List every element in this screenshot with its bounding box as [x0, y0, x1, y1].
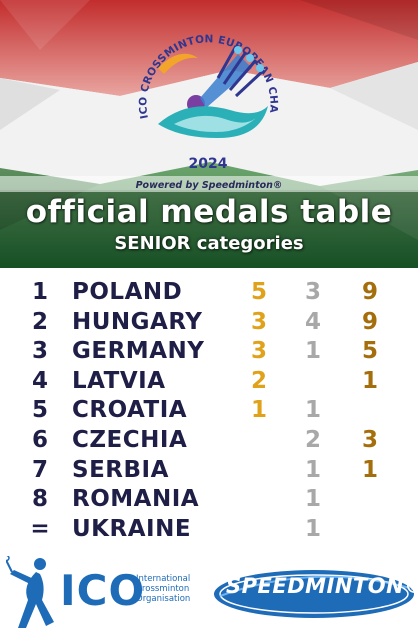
- silver-count: 1: [304, 397, 321, 424]
- table-row: = UKRAINE 1: [0, 515, 418, 545]
- rank-cell: 6: [31, 426, 48, 453]
- country-cell: LATVIA: [72, 367, 166, 394]
- silver-count: 1: [304, 338, 321, 365]
- silver-count: 1: [304, 486, 321, 513]
- rank-cell: 5: [31, 397, 48, 424]
- gold-count: 3: [250, 338, 267, 365]
- rank-cell: 1: [31, 279, 48, 305]
- country-cell: UKRAINE: [72, 515, 192, 542]
- bronze-count: 9: [361, 308, 378, 335]
- logo-year: 2024: [189, 156, 228, 172]
- country-cell: HUNGARY: [72, 308, 203, 335]
- rank-cell: 7: [31, 456, 48, 483]
- medals-table: 1 POLAND 5 3 9 2 HUNGARY 3 4 9 3 GERMANY…: [0, 278, 418, 544]
- table-row: 8 ROMANIA 1: [0, 485, 418, 515]
- table-row: 6 CZECHIA 2 3: [0, 426, 418, 456]
- swoosh-icon: [158, 53, 198, 74]
- silver-count: 1: [304, 456, 321, 483]
- page-title: official medals table: [25, 194, 393, 230]
- gold-count: 3: [250, 308, 267, 335]
- table-row: 7 SERBIA 1 1: [0, 456, 418, 486]
- ico-organisation-name: International Crossminton Organisation: [136, 574, 191, 604]
- country-cell: ROMANIA: [72, 486, 200, 513]
- table-row: 5 CROATIA 1 1: [0, 396, 418, 426]
- gold-count: 1: [250, 397, 267, 424]
- page-subtitle: SENIOR categories: [114, 233, 304, 254]
- rank-cell: =: [30, 515, 50, 542]
- rank-cell: 3: [31, 338, 48, 365]
- silver-count: 1: [304, 515, 321, 542]
- silver-count: 3: [304, 279, 321, 305]
- footer-logos: ICO International Crossminton Organisati…: [0, 548, 418, 640]
- rank-cell: 4: [31, 367, 48, 394]
- speedminton-logo-text: SPEEDMINTON®: [226, 574, 418, 598]
- silver-count: 2: [304, 426, 321, 453]
- table-row: 1 POLAND 5 3 9: [0, 278, 418, 308]
- championship-logo: ICO CROSSMINTON EUROPEAN CHAMPIONSHIPS 2…: [118, 6, 279, 172]
- silver-count: 4: [304, 308, 321, 335]
- country-cell: GERMANY: [72, 338, 205, 365]
- country-cell: SERBIA: [72, 456, 169, 483]
- bronze-count: 1: [361, 367, 378, 394]
- table-row: 4 LATVIA 2 1: [0, 367, 418, 397]
- gold-count: 2: [250, 367, 267, 394]
- ico-player-icon: [6, 556, 54, 628]
- rank-cell: 2: [31, 308, 48, 335]
- bronze-count: 9: [361, 279, 378, 305]
- header-banner: ICO CROSSMINTON EUROPEAN CHAMPIONSHIPS 2…: [0, 0, 418, 268]
- speedminton-logo: [214, 570, 414, 618]
- country-cell: CZECHIA: [72, 426, 188, 453]
- country-cell: POLAND: [72, 279, 183, 305]
- bronze-count: 5: [361, 338, 378, 365]
- gold-count: 5: [250, 279, 267, 305]
- country-cell: CROATIA: [72, 397, 188, 424]
- hungary-flag-background: [0, 0, 418, 268]
- shuttlecock-icon: [187, 45, 266, 113]
- powered-by-label: Powered by Speedminton®: [135, 180, 283, 191]
- ico-logo-text: ICO: [60, 566, 146, 615]
- bronze-count: 1: [361, 456, 378, 483]
- table-row: 2 HUNGARY 3 4 9: [0, 308, 418, 338]
- table-row: 3 GERMANY 3 1 5: [0, 337, 418, 367]
- rank-cell: 8: [31, 486, 48, 513]
- bronze-count: 3: [361, 426, 378, 453]
